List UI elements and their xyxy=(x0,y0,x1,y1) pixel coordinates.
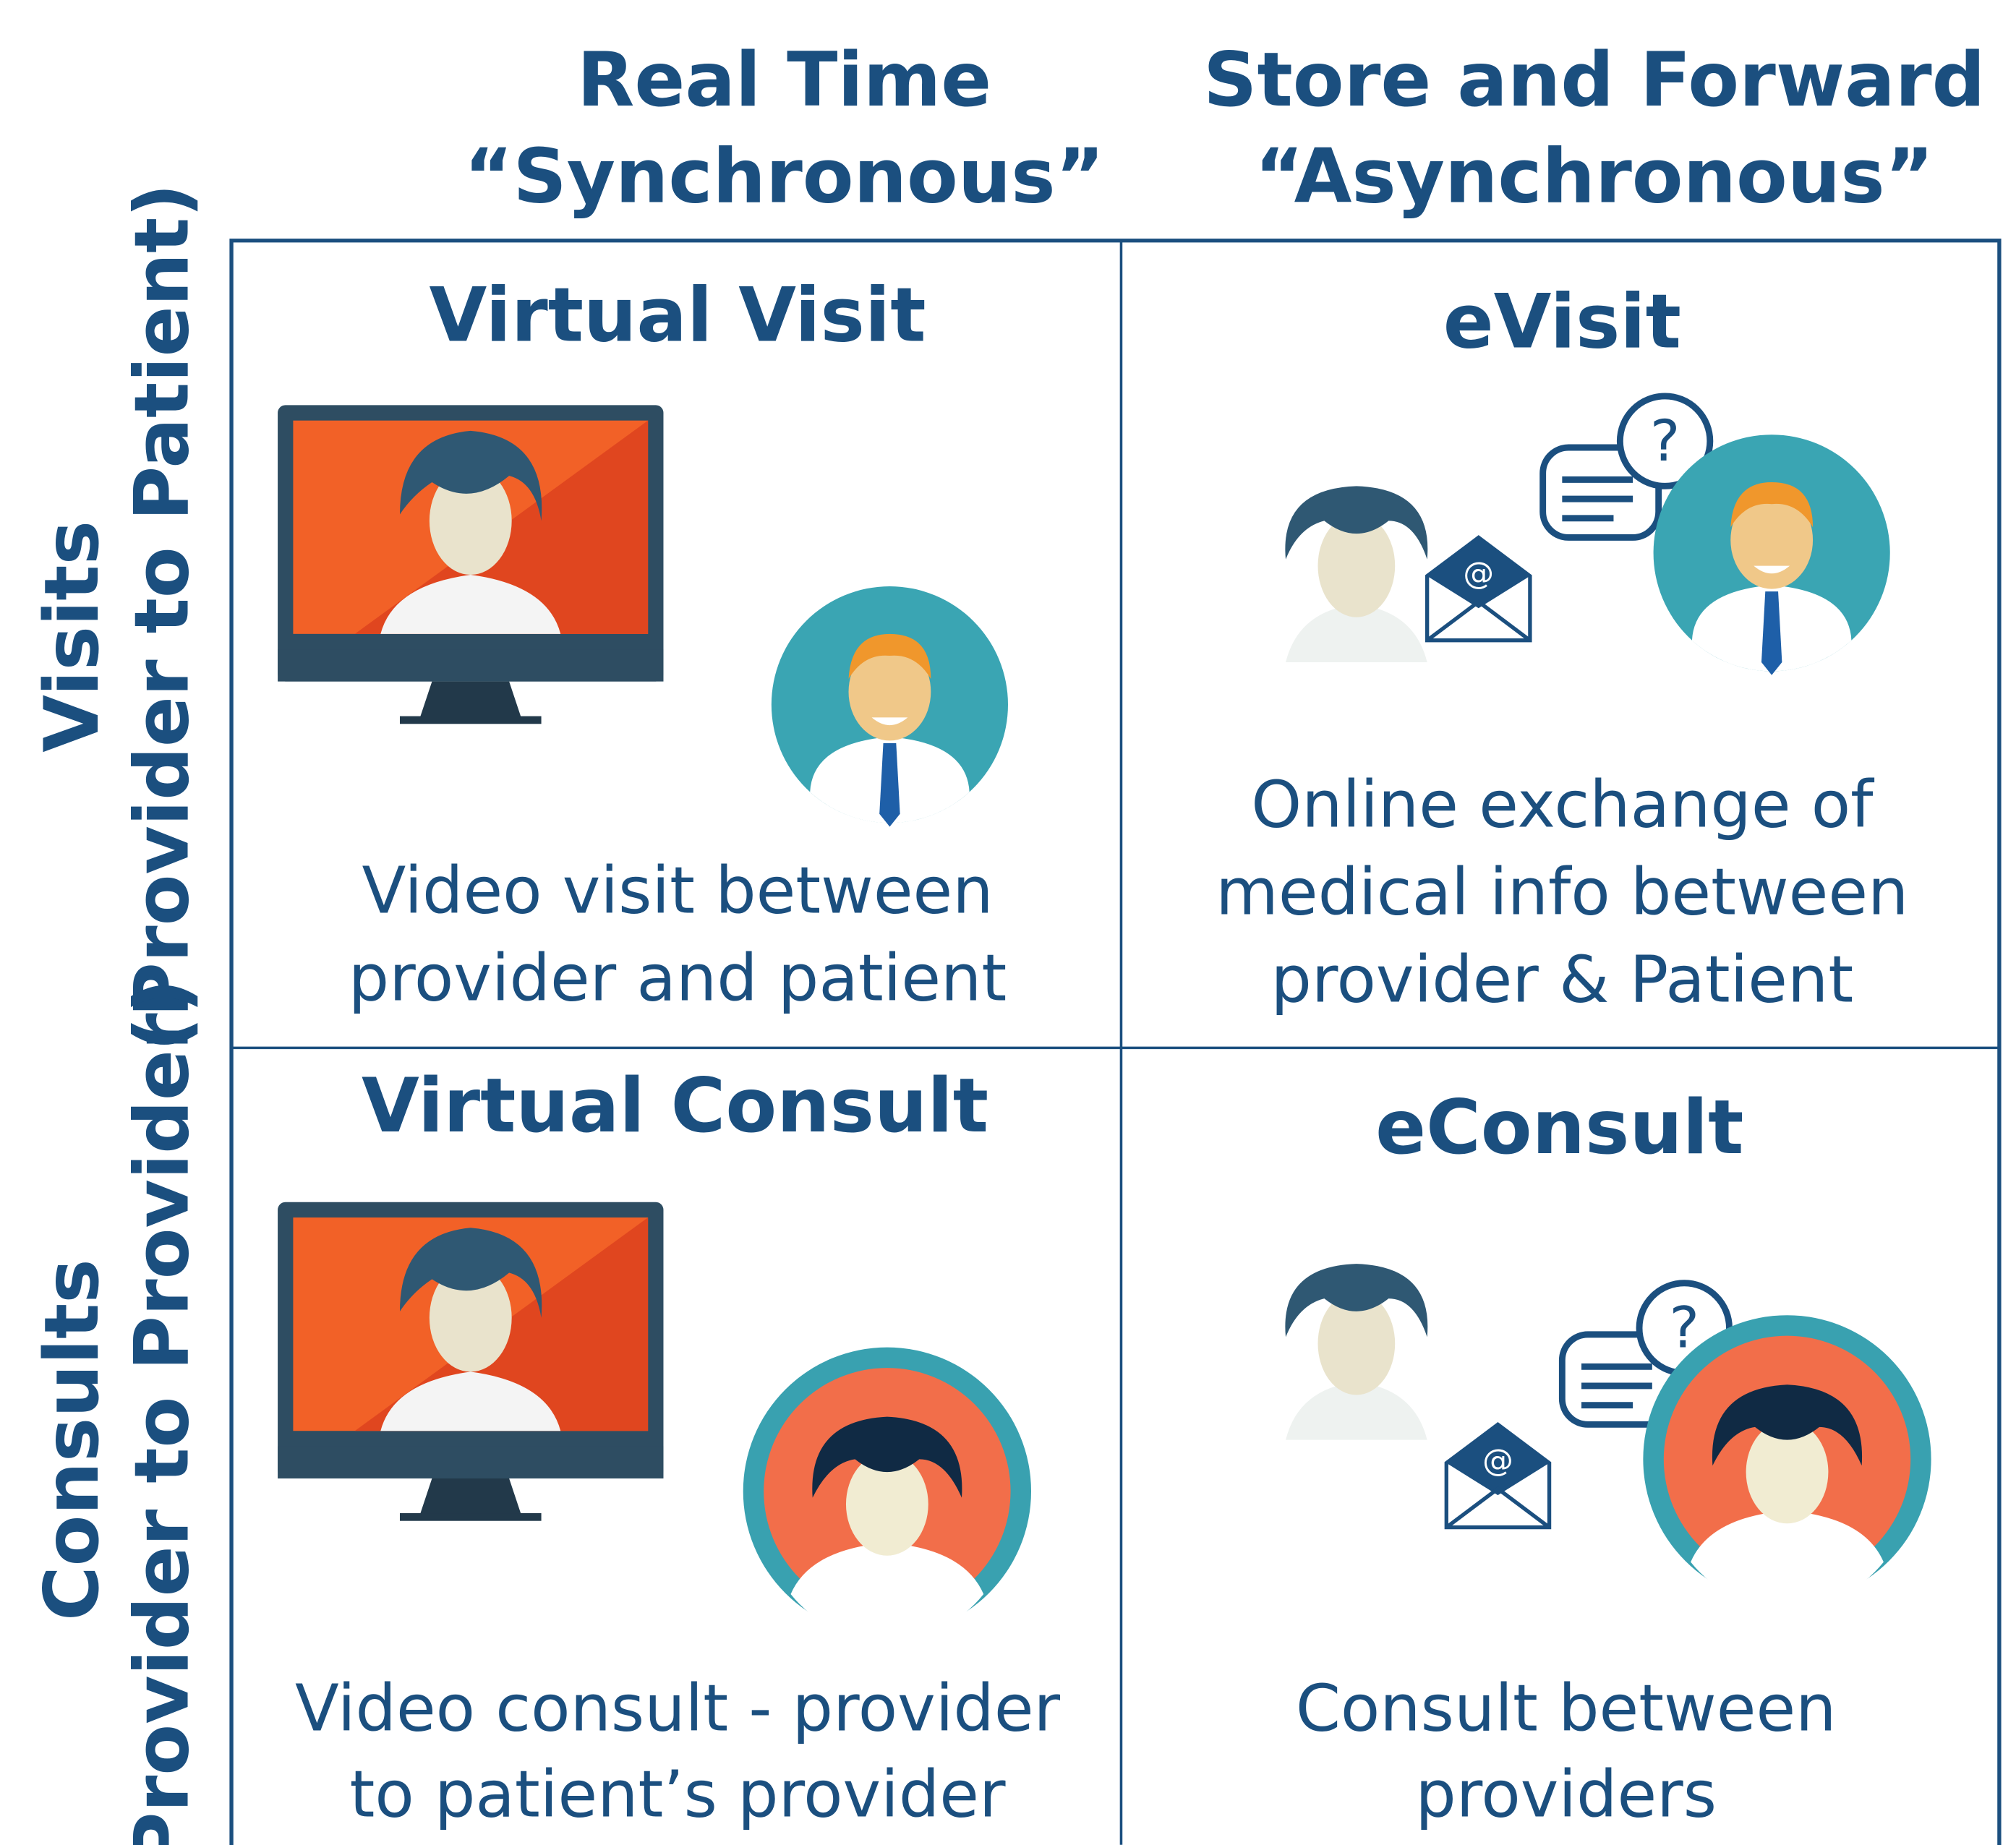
patient-icon xyxy=(1653,435,1890,675)
row-title: Consults xyxy=(29,1259,116,1621)
column-subtitle: “Synchronous” xyxy=(464,133,1105,220)
grid-border xyxy=(229,239,2002,1845)
email-icon xyxy=(1446,1424,1549,1527)
cell-description: provider and patient xyxy=(349,941,1007,1016)
row-subtitle: (Provider to Patient) xyxy=(119,184,206,1051)
cell-description: to patient’s provider xyxy=(350,1757,1006,1832)
doctor-icon xyxy=(771,586,1008,827)
row-subtitle: (Provider to Provider) xyxy=(119,979,206,1845)
cell-description: Consult between xyxy=(1296,1671,1837,1746)
provider-icon xyxy=(1285,1264,1428,1440)
cell-title: eVisit xyxy=(1443,278,1681,365)
provider-icon xyxy=(1285,486,1428,662)
cell-description: provider & Patient xyxy=(1270,941,1853,1016)
cell-title: Virtual Consult xyxy=(362,1063,988,1150)
column-subtitle: “Asynchronous” xyxy=(1255,133,1934,220)
monitor-icon xyxy=(278,1202,664,1521)
cell-title: Virtual Visit xyxy=(430,272,926,359)
provider-icon xyxy=(743,1347,1032,1641)
column-title: Real Time xyxy=(577,37,991,124)
row-title: Visits xyxy=(29,521,116,753)
monitor-icon xyxy=(278,405,664,724)
cell-description: Video visit between xyxy=(362,853,993,928)
email-icon xyxy=(1427,537,1530,640)
cell-description: providers xyxy=(1415,1757,1717,1832)
provider-icon xyxy=(1643,1315,1931,1609)
cell-description: Online exchange of xyxy=(1251,767,1874,842)
column-title: Store and Forward xyxy=(1203,37,1985,124)
cell-title: eConsult xyxy=(1375,1084,1743,1171)
cell-description: medical info between xyxy=(1216,854,1908,929)
cell-description: Video consult - provider xyxy=(295,1671,1061,1746)
